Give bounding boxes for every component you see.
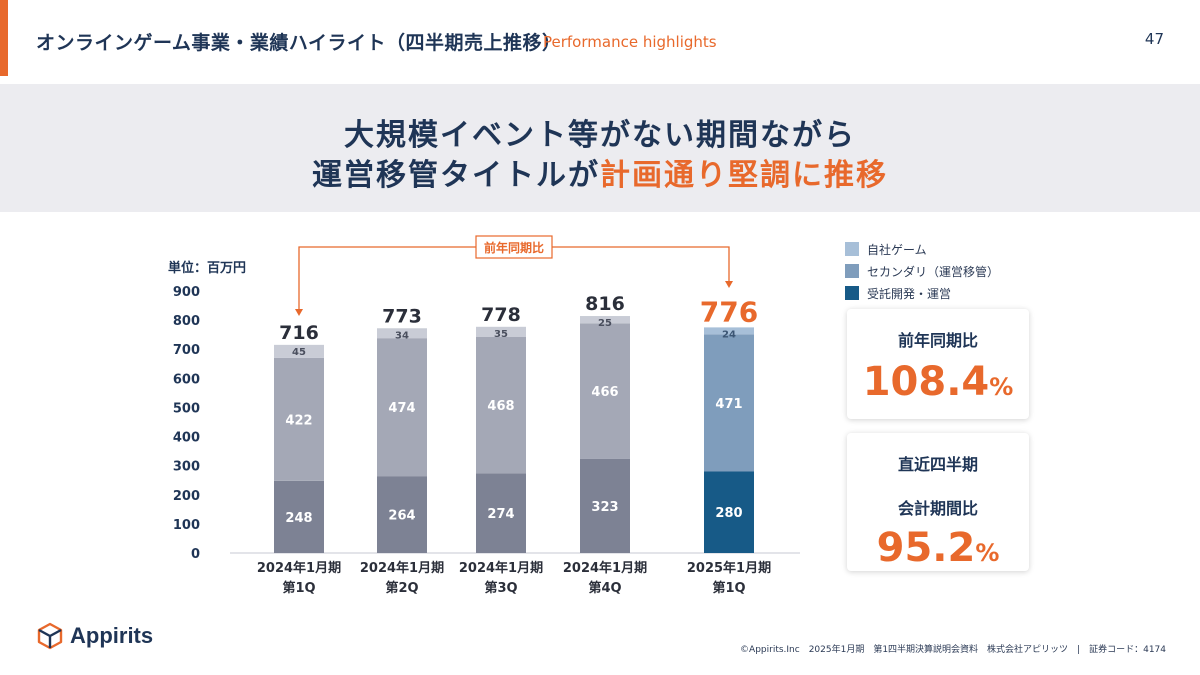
- company-logo: Appirits: [36, 622, 153, 650]
- bar-value-label: 25: [598, 318, 612, 329]
- bar-value-label: 323: [591, 500, 618, 515]
- y-tick-label: 200: [173, 489, 200, 504]
- bar-segment-contract: [377, 476, 427, 553]
- bar-total-label: 776: [700, 295, 758, 328]
- bar-total-label: 816: [585, 293, 625, 315]
- bar-total-label: 773: [382, 305, 422, 327]
- yoy-value-unit: %: [989, 373, 1014, 401]
- bar-value-label: 264: [388, 509, 415, 524]
- x-tick-label: 第4Q: [588, 580, 621, 596]
- bar-segment-contract: [580, 458, 630, 553]
- bar-segment-secondary: [274, 357, 324, 481]
- header: オンラインゲーム事業・業績ハイライト（四半期売上推移） Performance …: [0, 0, 1200, 76]
- y-tick-label: 300: [173, 460, 200, 475]
- x-tick-label: 第1Q: [282, 580, 315, 596]
- bar-segment-secondary: [476, 336, 526, 474]
- qoq-card-value: 95.2%: [847, 525, 1029, 576]
- qoq-card: 直近四半期 会計期間比 95.2%: [847, 433, 1029, 571]
- bar-segment-contract: [274, 480, 324, 553]
- legend-label-contract: 受託開発・運営: [867, 286, 952, 301]
- headline-line-2-prefix: 運営移管タイトルが: [312, 158, 600, 193]
- x-tick-label: 第2Q: [385, 580, 418, 596]
- unit-label: 単位：百万円: [168, 260, 246, 276]
- bar-value-label: 248: [285, 511, 312, 526]
- bar-segment-secondary: [377, 338, 427, 477]
- bar-value-label: 471: [715, 397, 742, 412]
- y-tick-label: 600: [173, 372, 200, 387]
- chart-legend: 自社ゲーム セカンダリ（運営移管） 受託開発・運営: [845, 238, 999, 304]
- bar-segment-secondary: [704, 334, 754, 472]
- yoy-card-value: 108.4%: [847, 359, 1029, 410]
- yoy-card: 前年同期比 108.4%: [847, 309, 1029, 419]
- qoq-value-number: 95.2: [876, 525, 976, 571]
- headline-line-2: 運営移管タイトルが計画通り堅調に推移: [0, 150, 1200, 194]
- qoq-card-label-2: 会計期間比: [897, 499, 978, 518]
- bar-value-label: 422: [285, 413, 312, 428]
- yoy-arrow-left-icon: [295, 309, 303, 316]
- x-tick-label: 2024年1月期: [360, 560, 444, 576]
- bar-value-label: 274: [487, 507, 514, 522]
- bar-segment-secondary: [580, 323, 630, 459]
- x-tick-label: 2024年1月期: [563, 560, 647, 576]
- bar-segment-contract: [476, 473, 526, 553]
- y-tick-label: 800: [173, 314, 200, 329]
- legend-swatch-secondary: [845, 264, 859, 278]
- footer-copyright: ©Appirits.Inc 2025年1月期 第1四半期決算説明会資料 株式会社…: [740, 645, 1166, 655]
- bar-value-label: 468: [487, 399, 514, 414]
- bar-segment-own-games: [580, 316, 630, 324]
- yoy-card-label: 前年同期比: [897, 331, 978, 350]
- y-tick-label: 400: [173, 431, 200, 446]
- legend-item-secondary: セカンダリ（運営移管）: [845, 260, 999, 282]
- bar-value-label: 466: [591, 385, 618, 400]
- y-tick-label: 100: [173, 518, 200, 533]
- x-tick-label: 2025年1月期: [687, 560, 771, 576]
- y-tick-label: 0: [191, 547, 200, 562]
- legend-label-own-games: 自社ゲーム: [867, 242, 927, 257]
- bar-value-label: 280: [715, 506, 742, 521]
- yoy-arrow-right-icon: [725, 281, 733, 288]
- bar-segment-contract: [704, 471, 754, 553]
- bar-value-label: 474: [388, 401, 415, 416]
- bar-total-label: 778: [481, 304, 521, 326]
- page-title: オンラインゲーム事業・業績ハイライト（四半期売上推移）: [36, 32, 562, 54]
- qoq-card-label-1: 直近四半期: [897, 455, 978, 474]
- legend-label-secondary: セカンダリ（運営移管）: [867, 264, 1000, 279]
- yoy-badge-label: 前年同期比: [484, 240, 544, 255]
- bar-segment-own-games: [476, 326, 526, 337]
- legend-item-own-games: 自社ゲーム: [845, 238, 999, 260]
- page-number: 47: [1144, 30, 1164, 48]
- page-subtitle: Performance highlights: [543, 33, 717, 51]
- qoq-value-unit: %: [975, 539, 1000, 567]
- y-tick-label: 500: [173, 401, 200, 416]
- bar-total-label: 716: [279, 322, 319, 344]
- box-logo-icon: [37, 622, 63, 650]
- legend-item-contract: 受託開発・運営: [845, 282, 999, 304]
- x-tick-label: 2024年1月期: [257, 560, 341, 576]
- legend-swatch-contract: [845, 286, 859, 300]
- bar-segment-own-games: [274, 344, 324, 358]
- legend-swatch-own-games: [845, 242, 859, 256]
- yoy-badge-box: [475, 235, 553, 259]
- bar-value-label: 45: [292, 347, 306, 358]
- yoy-value-number: 108.4: [862, 359, 990, 405]
- bar-value-label: 34: [395, 330, 409, 341]
- bar-value-label: 24: [722, 329, 736, 340]
- header-accent-bar: [0, 0, 8, 76]
- y-tick-label: 700: [173, 343, 200, 358]
- bar-segment-own-games: [704, 327, 754, 335]
- x-tick-label: 第1Q: [712, 580, 745, 596]
- x-tick-label: 2024年1月期: [459, 560, 543, 576]
- x-tick-label: 第3Q: [484, 580, 517, 596]
- y-tick-label: 900: [173, 285, 200, 300]
- headline-banner: [0, 84, 1200, 212]
- bar-segment-own-games: [377, 328, 427, 339]
- bar-value-label: 35: [494, 329, 508, 340]
- logo-text: Appirits: [70, 623, 154, 648]
- headline-line-2-highlight: 計画通り堅調に推移: [600, 158, 888, 193]
- headline-line-1: 大規模イベント等がない期間ながら: [344, 118, 856, 153]
